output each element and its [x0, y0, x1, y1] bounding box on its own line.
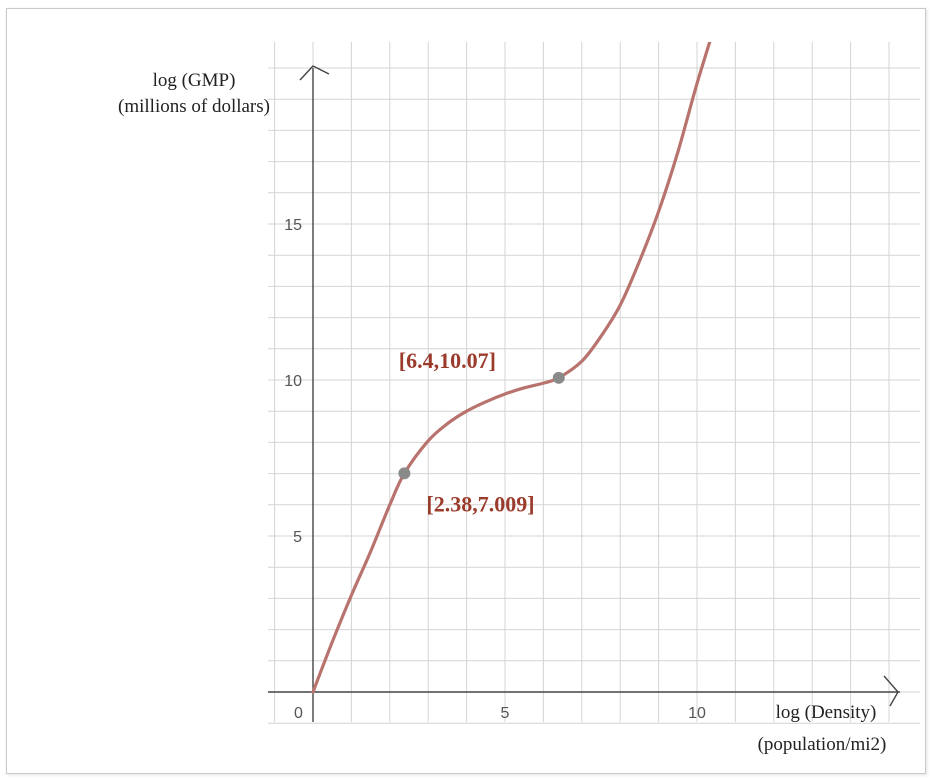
series-line — [311, 42, 712, 694]
chart-frame — [6, 8, 926, 774]
origin-label: 0 — [294, 705, 303, 722]
x-axis-title-line: (population/mi2) — [758, 734, 887, 755]
x-axis-title: log (Density) (population/mi2) — [758, 702, 887, 755]
x-tick-label: 5 — [501, 705, 510, 722]
y-axis-arrow — [299, 65, 330, 81]
x-axis-arrow — [883, 675, 899, 707]
grid — [268, 42, 920, 724]
y-tick-label: 10 — [284, 373, 302, 390]
y-tick-label: 15 — [284, 217, 302, 234]
data-point — [552, 371, 565, 384]
y-axis-title-line: (millions of dollars) — [118, 96, 270, 117]
data-point — [398, 467, 411, 480]
data-point-label: [6.4,10.07] — [399, 348, 496, 373]
axes — [268, 65, 900, 722]
y-tick-label: 5 — [293, 529, 302, 546]
x-tick-label: 10 — [688, 705, 706, 722]
series — [311, 42, 712, 694]
data-point-label: [2.38,7.009] — [426, 491, 534, 516]
y-axis-title: log (GMP) (millions of dollars) — [118, 70, 270, 117]
y-axis-title-line: log (GMP) — [153, 70, 236, 91]
x-axis-title-line: log (Density) — [776, 702, 877, 723]
